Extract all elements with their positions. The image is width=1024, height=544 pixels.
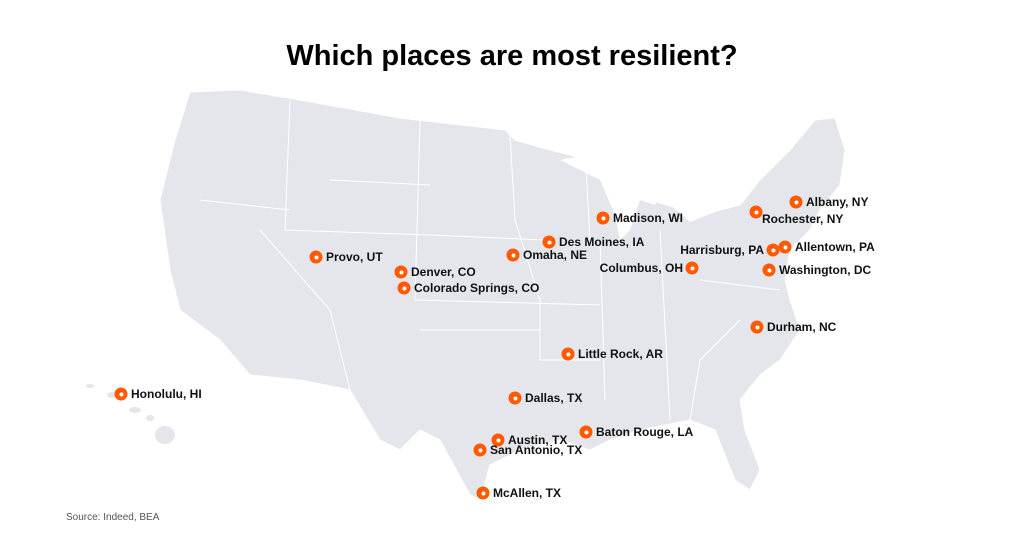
city-label: Rochester, NY <box>762 212 844 226</box>
city-marker-icon <box>542 235 556 249</box>
city-marker-icon <box>749 205 763 219</box>
city-marker-icon <box>579 425 593 439</box>
city-label: Madison, WI <box>613 211 683 225</box>
state-borders <box>199 99 781 421</box>
city-label: Washington, DC <box>779 263 872 277</box>
city-marker-icon <box>394 265 408 279</box>
city-marker-icon <box>561 347 575 361</box>
city-label: Denver, CO <box>411 265 476 279</box>
city-marker-icon <box>476 486 490 500</box>
city-marker-icon <box>778 240 792 254</box>
city-marker-icon <box>789 195 803 209</box>
city-marker-icon <box>766 243 780 257</box>
city-marker-icon <box>397 281 411 295</box>
source-note: Source: Indeed, BEA <box>66 512 160 523</box>
city-marker-icon <box>114 387 128 401</box>
city-label: McAllen, TX <box>493 486 562 500</box>
city-label: Albany, NY <box>806 195 869 209</box>
city-label: Colorado Springs, CO <box>414 281 540 295</box>
city-label: Baton Rouge, LA <box>596 425 694 439</box>
city-marker-icon <box>685 261 699 275</box>
city-label: Allentown, PA <box>795 240 875 254</box>
city-marker-icon <box>491 433 505 447</box>
city-marker-icon <box>508 391 522 405</box>
city-label: Columbus, OH <box>599 261 683 275</box>
city-marker-icon <box>596 211 610 225</box>
great-lakes <box>560 156 720 240</box>
city-label: Harrisburg, PA <box>680 243 764 257</box>
city-label: Omaha, NE <box>523 248 588 262</box>
city-label: Dallas, TX <box>525 391 583 405</box>
city-marker-icon <box>309 250 323 264</box>
city-marker-icon <box>506 248 520 262</box>
city-label: San Antonio, TX <box>490 443 583 457</box>
city-label: Little Rock, AR <box>578 347 663 361</box>
map-title: Which places are most resilient? <box>286 40 738 72</box>
city-marker-icon <box>762 263 776 277</box>
city-label: Durham, NC <box>767 320 837 334</box>
city-label: Provo, UT <box>326 250 383 264</box>
city-label: Des Moines, IA <box>559 235 645 249</box>
city-marker-icon <box>473 443 487 457</box>
city-label: Honolulu, HI <box>131 387 202 401</box>
city-label: Austin, TX <box>508 433 568 447</box>
city-marker-icon <box>750 320 764 334</box>
